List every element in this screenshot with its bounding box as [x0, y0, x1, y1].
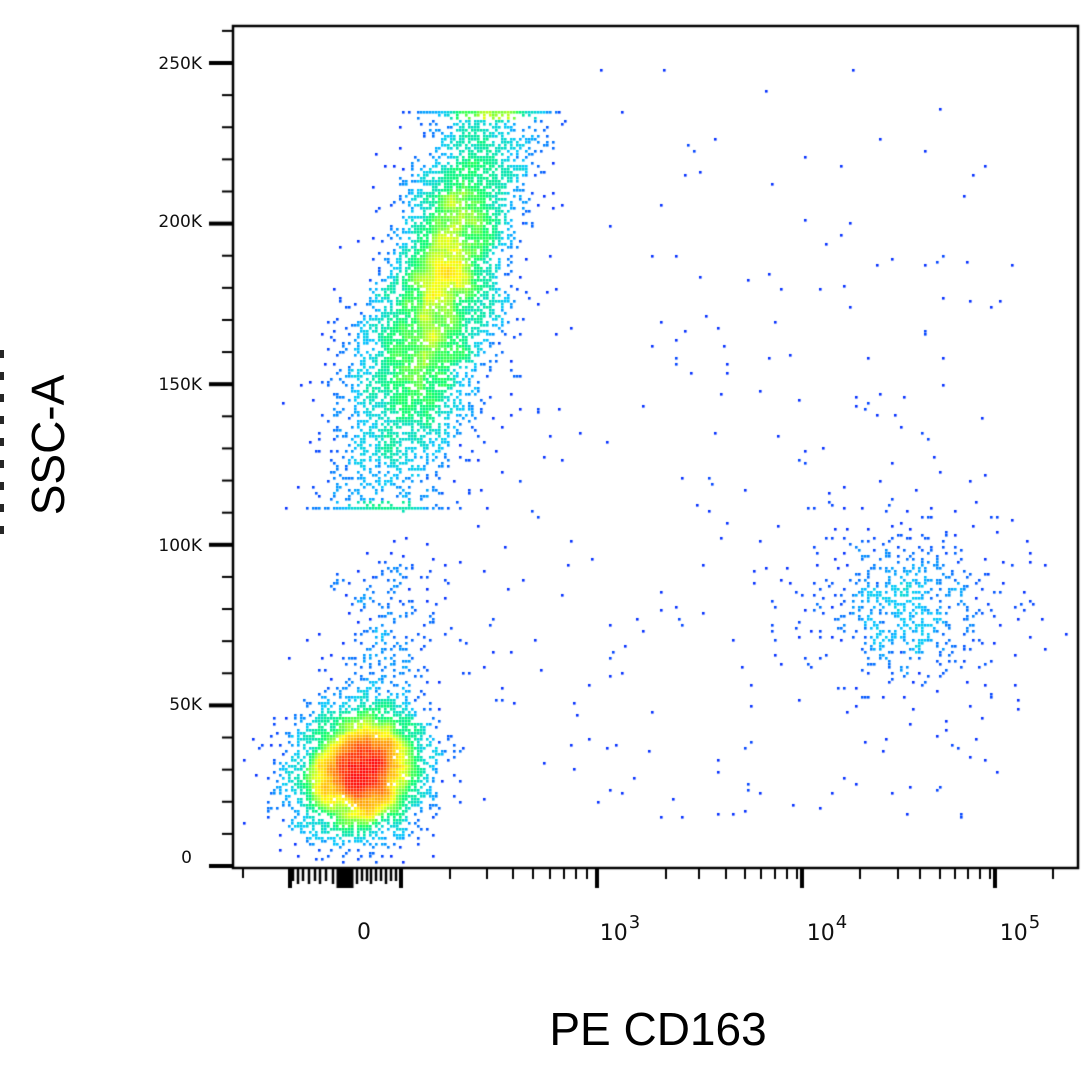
y-axis-title: SSC-A — [22, 374, 74, 516]
y-tick-label-50k: 50K — [169, 695, 202, 715]
x-tick-label-0: 0 — [357, 920, 371, 945]
y-tick-label-250k: 250K — [158, 54, 202, 74]
y-tick-label-150k: 150K — [158, 375, 202, 395]
x-axis-title: PE CD163 — [549, 1003, 767, 1055]
x-tick-base: 0 — [357, 920, 371, 945]
y-axis-title-clipped-line — [0, 350, 4, 540]
x-tick-exponent: 5 — [1028, 912, 1041, 933]
y-tick-label-0: 0 — [181, 848, 192, 868]
x-tick-exponent: 3 — [628, 912, 641, 933]
x-tick-label-1e3: 103 — [600, 912, 640, 946]
x-tick-label-1e4: 104 — [807, 912, 847, 946]
x-tick-exponent: 4 — [835, 912, 848, 933]
y-tick-label-100k: 100K — [158, 536, 202, 556]
x-tick-base: 10 — [999, 921, 1028, 946]
x-tick-base: 10 — [806, 921, 835, 946]
x-tick-label-1e5: 105 — [1000, 912, 1040, 946]
x-tick-base: 10 — [599, 921, 628, 946]
y-tick-label-200k: 200K — [158, 212, 202, 232]
